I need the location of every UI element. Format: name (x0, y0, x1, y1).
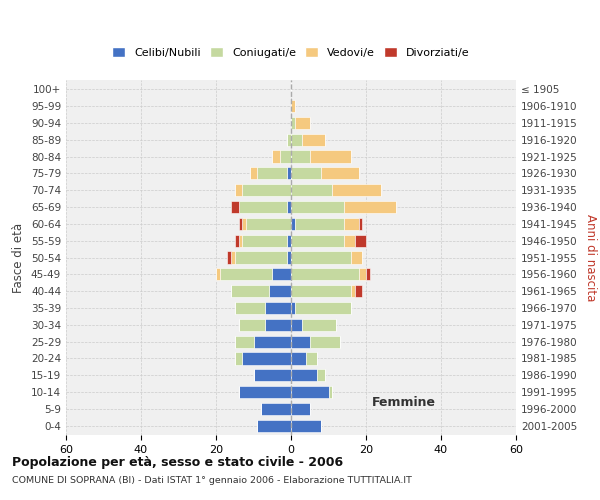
Bar (306, 352, 317, 364)
Bar (343, 218, 359, 230)
Bar (321, 168, 359, 179)
Text: Popolazione per età, sesso e stato civile - 2006: Popolazione per età, sesso e stato civil… (12, 456, 343, 469)
Bar (310, 150, 351, 162)
Bar (254, 369, 291, 382)
Bar (291, 285, 351, 297)
Bar (291, 268, 359, 280)
Bar (291, 386, 329, 398)
Bar (261, 403, 291, 415)
Bar (280, 150, 291, 162)
Bar (351, 252, 362, 264)
Bar (242, 352, 291, 364)
Bar (272, 150, 280, 162)
Bar (291, 201, 343, 213)
Bar (231, 285, 269, 297)
Bar (295, 117, 310, 129)
Bar (291, 420, 321, 432)
Bar (332, 184, 381, 196)
Bar (216, 268, 220, 280)
Bar (231, 252, 235, 264)
Bar (291, 252, 351, 264)
Bar (242, 218, 246, 230)
Bar (235, 252, 287, 264)
Bar (291, 302, 295, 314)
Bar (291, 117, 295, 129)
Bar (302, 134, 325, 146)
Bar (257, 420, 291, 432)
Bar (291, 100, 295, 112)
Bar (269, 285, 291, 297)
Bar (239, 386, 291, 398)
Bar (265, 318, 291, 331)
Bar (291, 369, 317, 382)
Bar (254, 336, 291, 347)
Bar (291, 318, 302, 331)
Bar (291, 150, 310, 162)
Bar (291, 134, 302, 146)
Y-axis label: Anni di nascita: Anni di nascita (584, 214, 597, 301)
Bar (359, 218, 362, 230)
Bar (343, 234, 355, 246)
Bar (250, 168, 257, 179)
Bar (287, 134, 291, 146)
Bar (239, 318, 265, 331)
Bar (359, 268, 366, 280)
Bar (291, 234, 343, 246)
Bar (295, 302, 351, 314)
Bar (291, 336, 310, 347)
Bar (227, 252, 231, 264)
Text: Femmine: Femmine (371, 396, 436, 409)
Bar (310, 336, 340, 347)
Bar (220, 268, 272, 280)
Bar (231, 201, 239, 213)
Bar (291, 184, 332, 196)
Bar (287, 252, 291, 264)
Bar (287, 201, 291, 213)
Bar (291, 218, 295, 230)
Bar (291, 352, 306, 364)
Bar (317, 369, 325, 382)
Bar (343, 201, 396, 213)
Bar (351, 285, 355, 297)
Bar (291, 168, 321, 179)
Text: COMUNE DI SOPRANA (BI) - Dati ISTAT 1° gennaio 2006 - Elaborazione TUTTITALIA.IT: COMUNE DI SOPRANA (BI) - Dati ISTAT 1° g… (12, 476, 412, 485)
Y-axis label: Fasce di età: Fasce di età (13, 222, 25, 292)
Bar (355, 234, 366, 246)
Bar (287, 234, 291, 246)
Bar (235, 336, 254, 347)
Bar (235, 302, 265, 314)
Bar (242, 184, 291, 196)
Bar (235, 184, 242, 196)
Bar (242, 234, 287, 246)
Bar (235, 234, 239, 246)
Bar (265, 302, 291, 314)
Bar (239, 201, 287, 213)
Legend: Celibi/Nubili, Coniugati/e, Vedovi/e, Divorziati/e: Celibi/Nubili, Coniugati/e, Vedovi/e, Di… (108, 43, 474, 62)
Bar (239, 234, 242, 246)
Bar (302, 318, 336, 331)
Bar (329, 386, 332, 398)
Bar (366, 268, 370, 280)
Bar (291, 403, 310, 415)
Bar (257, 168, 287, 179)
Bar (246, 218, 291, 230)
Bar (287, 168, 291, 179)
Bar (355, 285, 362, 297)
Bar (295, 218, 343, 230)
Bar (239, 218, 242, 230)
Bar (235, 352, 242, 364)
Bar (272, 268, 291, 280)
